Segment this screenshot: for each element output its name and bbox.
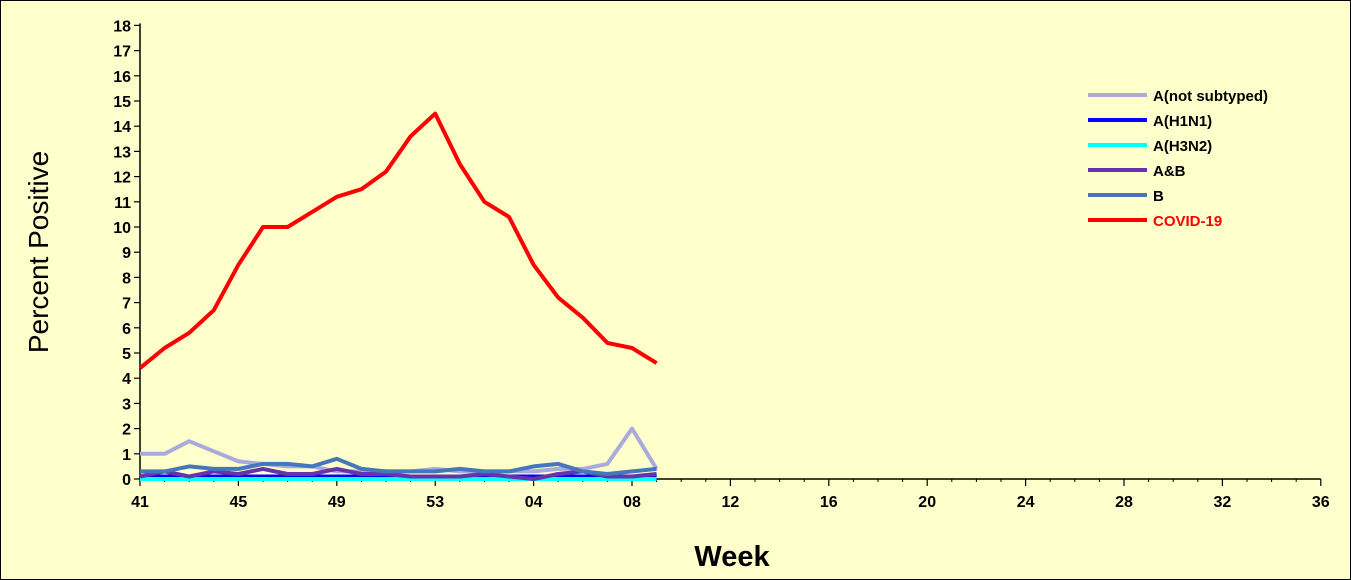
x-tick-label: 20 (918, 494, 936, 511)
y-tick-label: 5 (122, 346, 131, 363)
y-tick-label: 10 (113, 220, 131, 237)
x-tick-label: 45 (230, 494, 248, 511)
x-tick-label: 12 (722, 494, 740, 511)
y-tick-label: 3 (122, 396, 131, 413)
y-tick-label: 17 (113, 44, 131, 61)
y-tick-label: 0 (122, 472, 131, 489)
series-line-3 (139, 466, 657, 481)
legend-label: A(H3N2) (1153, 138, 1212, 155)
y-tick-label: 15 (113, 94, 131, 111)
y-tick-label: 13 (113, 144, 131, 161)
y-tick-label: 16 (113, 69, 131, 86)
x-tick-label: 24 (1017, 494, 1035, 511)
x-tick-label: 32 (1214, 494, 1232, 511)
x-tick-label: 36 (1312, 494, 1330, 511)
y-tick-label: 18 (113, 18, 131, 35)
y-tick-label: 11 (114, 195, 131, 212)
x-tick-label: 28 (1115, 494, 1133, 511)
y-tick-label: 6 (122, 321, 131, 338)
x-axis: 41 45 49 53 04 08 12 16 20 24 28 32 36 (131, 478, 1330, 511)
legend-label: A(H1N1) (1153, 113, 1212, 130)
series-line-0 (140, 426, 659, 474)
series-lines (138, 111, 659, 481)
legend-label: A(not subtyped) (1153, 88, 1268, 105)
y-tick-label: 7 (122, 296, 131, 313)
legend-label: B (1153, 188, 1164, 205)
y-tick-label: 8 (122, 270, 131, 287)
x-tick-label: 08 (623, 494, 641, 511)
y-tick-label: 9 (122, 245, 131, 262)
series-line-5 (138, 111, 658, 370)
y-axis-title: Percent Positive (23, 151, 54, 353)
legend: A(not subtyped) A(H1N1) A(H3N2) A&B B COVID-1… (1088, 88, 1268, 230)
x-tick-label: 04 (525, 494, 543, 511)
x-tick-label: 16 (820, 494, 838, 511)
y-tick-label: 14 (113, 119, 131, 136)
y-tick-label: 12 (113, 170, 131, 187)
x-tick-label: 41 (131, 494, 149, 511)
x-tick-label: 49 (328, 494, 346, 511)
y-tick-label: 4 (122, 371, 131, 388)
y-tick-label: 1 (122, 447, 131, 464)
legend-label: COVID-19 (1153, 213, 1222, 230)
x-tick-label: 53 (426, 494, 444, 511)
y-tick-label: 2 (122, 422, 131, 439)
series-line-4 (140, 456, 657, 476)
legend-label: A&B (1153, 163, 1186, 180)
x-axis-title: Week (694, 541, 770, 573)
